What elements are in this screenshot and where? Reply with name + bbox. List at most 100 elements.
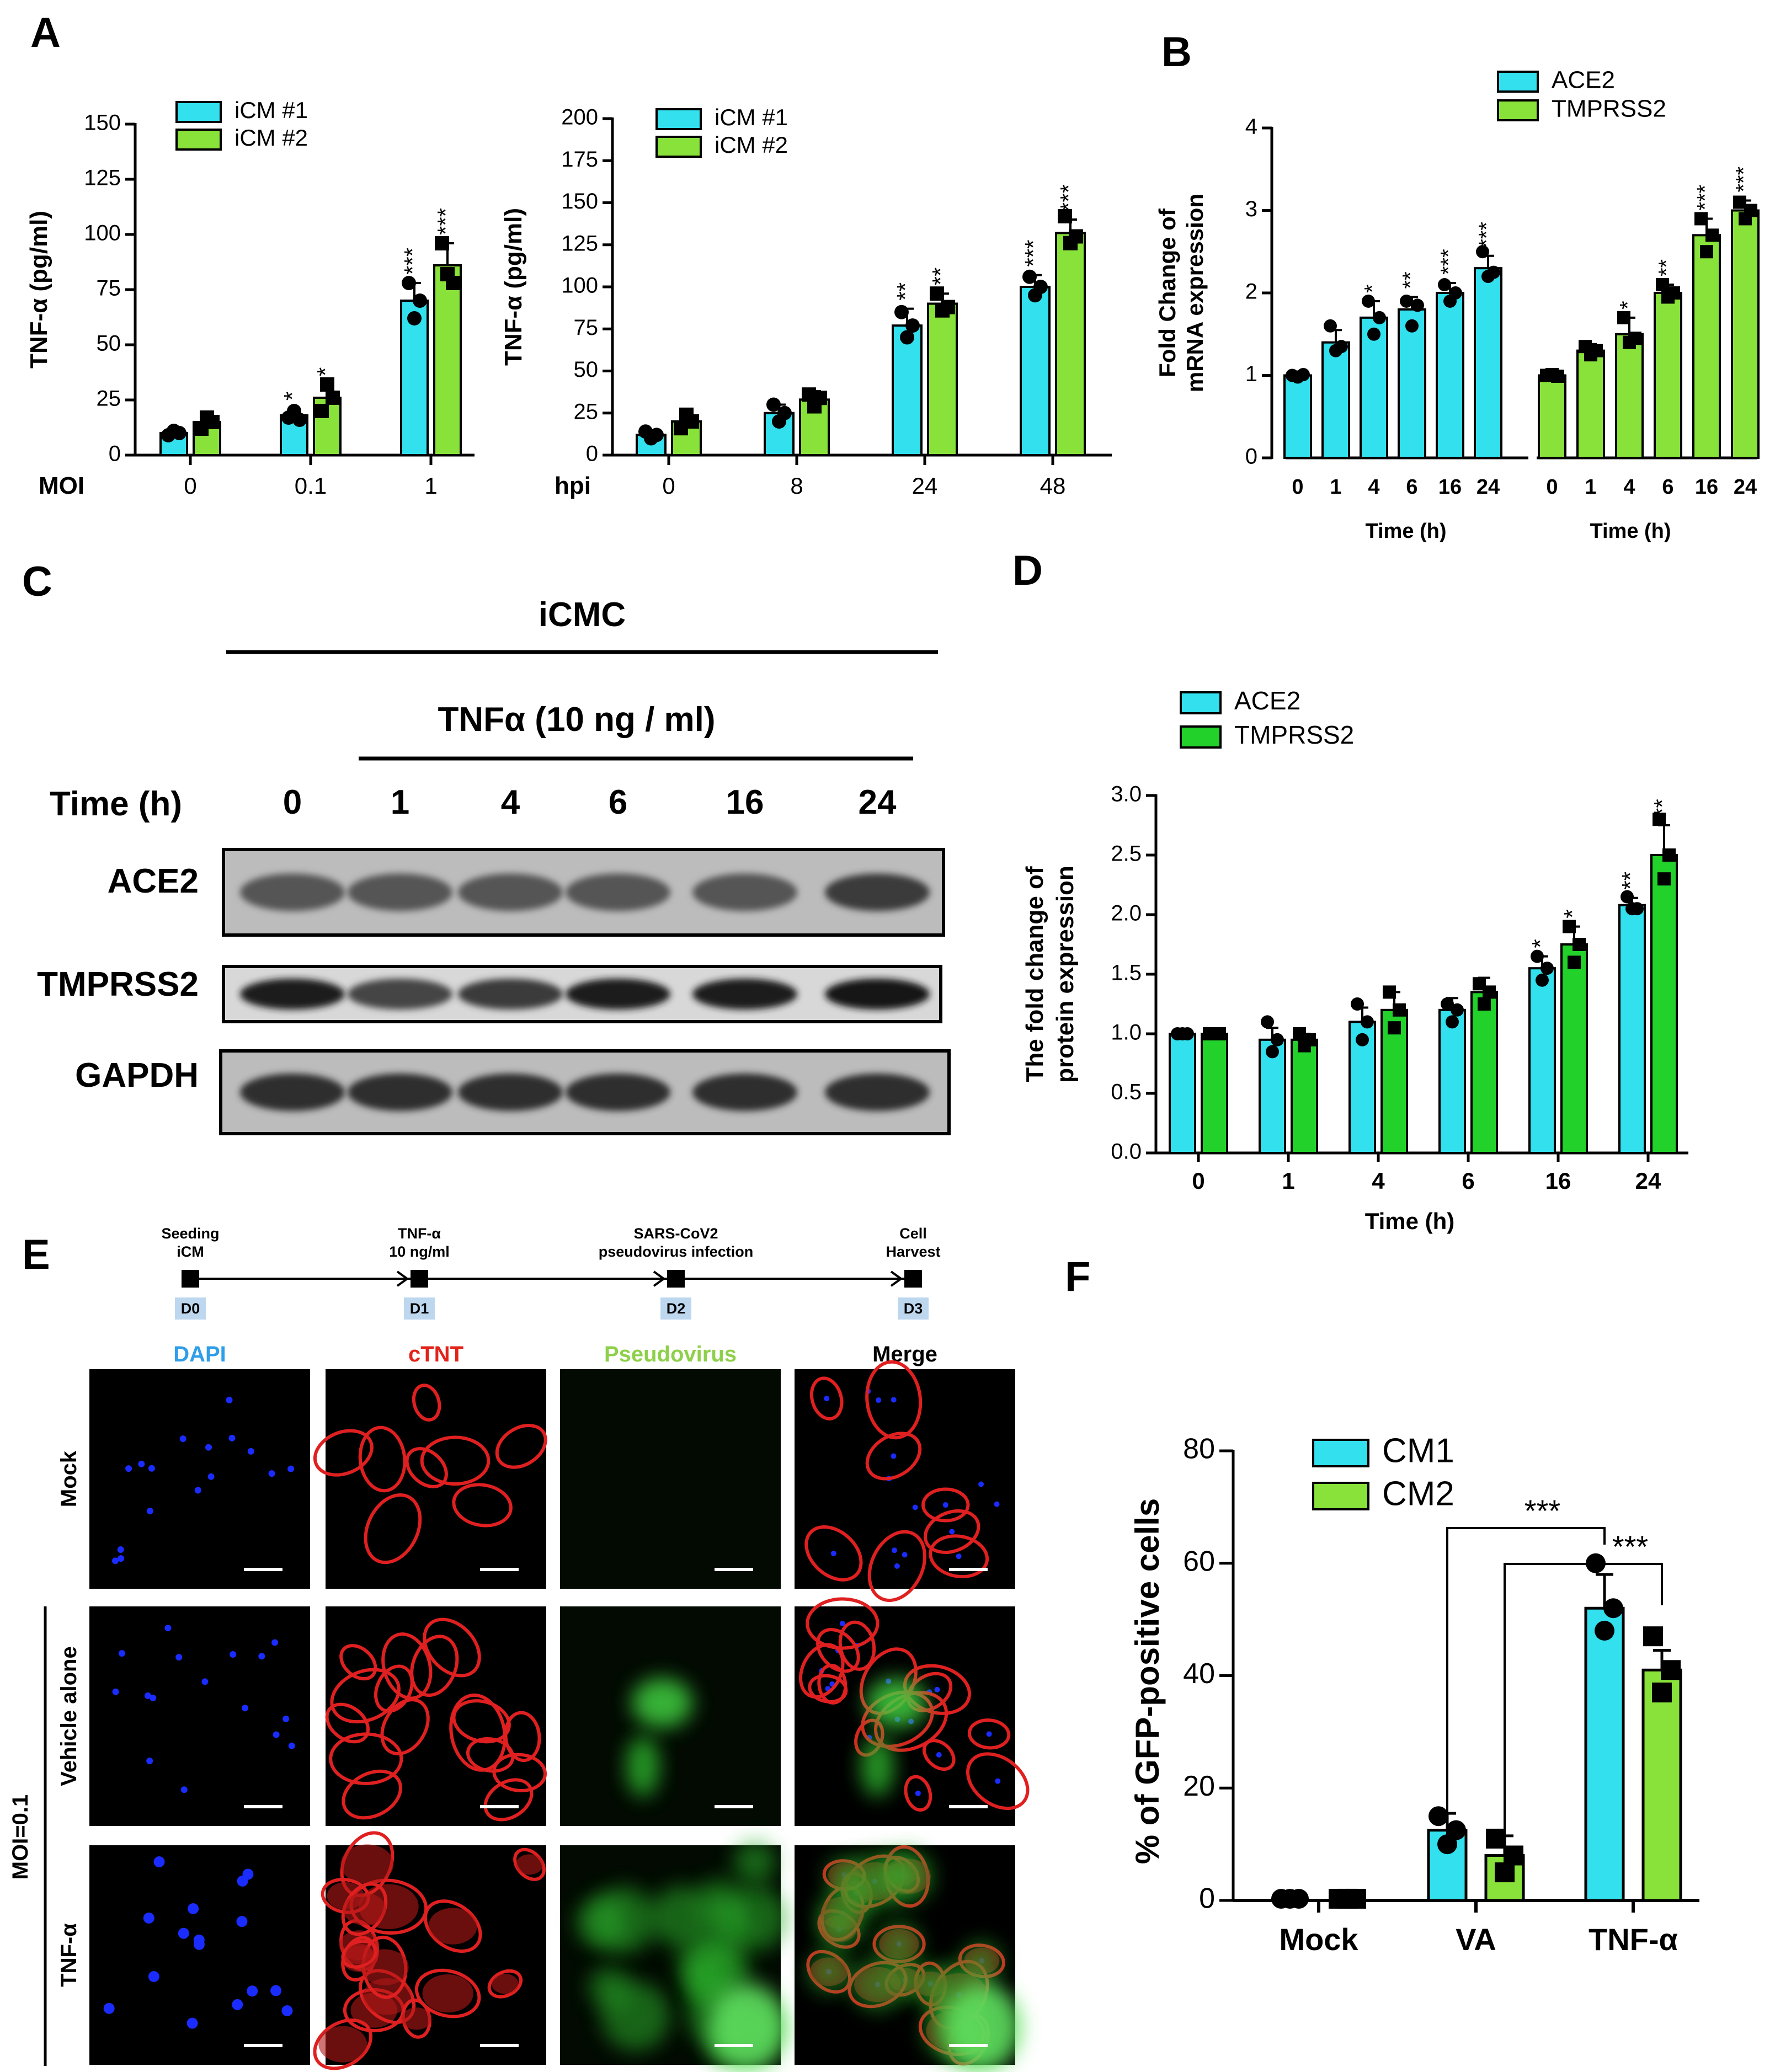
gfp-signal (590, 1887, 657, 1953)
timeline-day-badge (898, 1297, 929, 1320)
cardiomyocyte (806, 1597, 879, 1650)
blot-header: iCMC (539, 596, 626, 634)
comparison-label: *** (1525, 1493, 1560, 1528)
data-point (1573, 938, 1586, 951)
blot-time-label: 24 (859, 783, 897, 821)
gfp-signal (733, 1841, 776, 1883)
significance-mark: ** (1655, 259, 1679, 276)
nucleus (112, 1688, 119, 1695)
data-point (1541, 962, 1554, 975)
y-tick-label: 50 (97, 332, 121, 356)
blot-band (458, 873, 563, 911)
data-point (1213, 1027, 1226, 1040)
x-tick-label: 6 (1662, 476, 1673, 499)
legend-label: ACE2 (1552, 67, 1615, 94)
nucleus (144, 1692, 151, 1699)
blot-time-label: 6 (609, 783, 627, 821)
cardiomyocyte (423, 1617, 481, 1678)
data-point (1393, 1003, 1406, 1017)
y-axis-title-line2: protein expression (1052, 866, 1079, 1083)
data-point (1590, 344, 1603, 357)
y-axis-title-line2: mRNA expression (1182, 194, 1208, 392)
x-tick-label: 24 (1734, 476, 1757, 499)
x-axis-title: hpi (555, 472, 591, 499)
data-point (1667, 286, 1680, 300)
nucleus (125, 1465, 132, 1472)
row-label: Mock (57, 1450, 81, 1507)
data-point (1621, 890, 1634, 904)
comparison-bracket (1446, 1527, 1606, 1845)
significance-mark: * (1559, 909, 1585, 918)
data-point (1531, 949, 1544, 963)
blot-band (825, 873, 930, 911)
data-point (1446, 1820, 1466, 1840)
x-tick-label: 0.1 (295, 473, 327, 499)
timeline-label: Seeding (161, 1225, 219, 1242)
bar (1474, 267, 1502, 459)
data-point (1628, 332, 1641, 345)
bar (1259, 1038, 1286, 1155)
data-point (1643, 1626, 1663, 1647)
data-point (1297, 368, 1310, 382)
y-tick-label: 20 (1183, 1770, 1215, 1802)
timeline-arrow (890, 1270, 903, 1287)
data-point (1441, 997, 1454, 1011)
data-point (1324, 319, 1337, 333)
data-point (1022, 269, 1037, 284)
timeline-label: TNF-α (398, 1225, 441, 1242)
cardiomyocyte (374, 1664, 414, 1713)
y-tick-label: 3 (1245, 197, 1257, 221)
nucleus (915, 1790, 921, 1796)
group-label: MOI=0.1 (8, 1795, 33, 1880)
bar (1438, 1008, 1466, 1155)
blot-band (348, 979, 452, 1010)
blot-time-label: 16 (726, 783, 764, 821)
timeline-day-badge (660, 1297, 691, 1320)
data-point (1551, 369, 1564, 383)
data-point (649, 428, 664, 442)
nucleus (232, 1999, 243, 2010)
channel-label: cTNT (408, 1342, 463, 1366)
legend-label: TMPRSS2 (1552, 95, 1666, 122)
significance-mark: *** (433, 208, 459, 235)
bar (1291, 1038, 1318, 1155)
data-point (1356, 1033, 1369, 1046)
timeline-day: D1 (410, 1300, 429, 1317)
data-point (1405, 319, 1419, 333)
y-tick-label: 125 (561, 231, 598, 255)
significance-mark: ** (1399, 271, 1423, 289)
blot-row-label: GAPDH (75, 1056, 199, 1094)
data-point (1451, 1003, 1464, 1017)
bar (1283, 374, 1312, 459)
nucleus (230, 1651, 237, 1658)
cardiomyocyte (816, 1628, 860, 1673)
timeline-node (411, 1270, 428, 1288)
y-tick-label: 0.0 (1111, 1140, 1142, 1164)
nucleus (281, 2005, 293, 2016)
timeline-day: D2 (667, 1300, 686, 1317)
nucleus (287, 1465, 295, 1472)
data-point (407, 311, 422, 325)
x-tick-label: TNF-α (1589, 1922, 1678, 1957)
significance-mark: *** (1056, 184, 1081, 211)
timeline-arrow (396, 1270, 409, 1287)
significance-mark: ** (892, 282, 918, 301)
y-axis-title-line1: Fold Change of (1154, 208, 1180, 377)
cardiomyocyte (513, 1847, 546, 1881)
data-point (1495, 1862, 1515, 1883)
data-point (1289, 1888, 1309, 1909)
data-point (1388, 1021, 1401, 1035)
blot-row-label: TMPRSS2 (37, 965, 199, 1003)
nucleus (282, 1715, 290, 1722)
cardiomyocyte (923, 1509, 980, 1554)
nucleus (258, 1653, 265, 1660)
data-point (1705, 228, 1719, 242)
y-tick-label: 125 (84, 166, 121, 190)
nucleus (194, 1487, 201, 1494)
y-tick-label: 200 (561, 105, 598, 130)
nucleus (143, 1912, 154, 1924)
data-point (1261, 1015, 1274, 1029)
nucleus (270, 1985, 282, 1996)
data-point (813, 391, 827, 405)
data-point (402, 276, 416, 290)
